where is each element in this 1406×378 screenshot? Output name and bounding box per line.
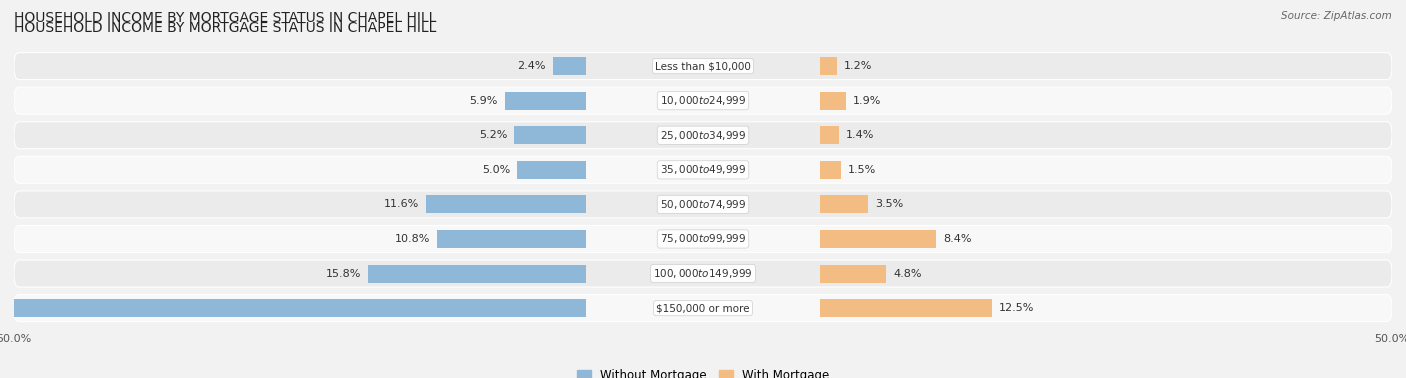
Text: 4.8%: 4.8% — [893, 268, 922, 279]
Text: 8.4%: 8.4% — [943, 234, 972, 244]
Text: Source: ZipAtlas.com: Source: ZipAtlas.com — [1281, 11, 1392, 21]
Bar — [553, 57, 586, 75]
Text: 1.9%: 1.9% — [853, 96, 882, 106]
Text: 12.5%: 12.5% — [1000, 303, 1035, 313]
Bar — [368, 265, 586, 282]
Bar — [437, 230, 586, 248]
FancyBboxPatch shape — [14, 260, 1392, 287]
Bar — [820, 126, 839, 144]
Text: $100,000 to $149,999: $100,000 to $149,999 — [654, 267, 752, 280]
Text: $10,000 to $24,999: $10,000 to $24,999 — [659, 94, 747, 107]
Text: 5.2%: 5.2% — [479, 130, 508, 140]
Text: Less than $10,000: Less than $10,000 — [655, 61, 751, 71]
Text: 1.2%: 1.2% — [844, 61, 872, 71]
Text: 1.5%: 1.5% — [848, 165, 876, 175]
Bar — [517, 161, 586, 179]
Text: 3.5%: 3.5% — [875, 200, 904, 209]
Bar — [820, 230, 936, 248]
Legend: Without Mortgage, With Mortgage: Without Mortgage, With Mortgage — [574, 365, 832, 378]
Bar — [426, 195, 586, 214]
Text: 2.4%: 2.4% — [517, 61, 546, 71]
Bar — [0, 299, 586, 317]
FancyBboxPatch shape — [14, 294, 1392, 322]
Text: $50,000 to $74,999: $50,000 to $74,999 — [659, 198, 747, 211]
Bar — [820, 195, 869, 214]
Text: 5.0%: 5.0% — [482, 165, 510, 175]
FancyBboxPatch shape — [14, 122, 1392, 149]
Text: HOUSEHOLD INCOME BY MORTGAGE STATUS IN CHAPEL HILL: HOUSEHOLD INCOME BY MORTGAGE STATUS IN C… — [14, 21, 436, 35]
Text: 1.4%: 1.4% — [846, 130, 875, 140]
Text: HOUSEHOLD INCOME BY MORTGAGE STATUS IN CHAPEL HILL: HOUSEHOLD INCOME BY MORTGAGE STATUS IN C… — [14, 11, 436, 25]
FancyBboxPatch shape — [14, 226, 1392, 253]
Text: $75,000 to $99,999: $75,000 to $99,999 — [659, 232, 747, 245]
Bar — [820, 57, 837, 75]
Text: $35,000 to $49,999: $35,000 to $49,999 — [659, 163, 747, 176]
Text: 15.8%: 15.8% — [326, 268, 361, 279]
Text: 11.6%: 11.6% — [384, 200, 419, 209]
Text: 10.8%: 10.8% — [395, 234, 430, 244]
FancyBboxPatch shape — [14, 156, 1392, 183]
Bar — [505, 92, 586, 110]
Text: $150,000 or more: $150,000 or more — [657, 303, 749, 313]
Bar — [820, 92, 846, 110]
FancyBboxPatch shape — [14, 87, 1392, 114]
Bar — [820, 265, 886, 282]
Text: 5.9%: 5.9% — [470, 96, 498, 106]
Text: $25,000 to $34,999: $25,000 to $34,999 — [659, 129, 747, 142]
Bar — [820, 299, 993, 317]
Bar — [515, 126, 586, 144]
FancyBboxPatch shape — [14, 191, 1392, 218]
FancyBboxPatch shape — [14, 53, 1392, 80]
Bar — [820, 161, 841, 179]
